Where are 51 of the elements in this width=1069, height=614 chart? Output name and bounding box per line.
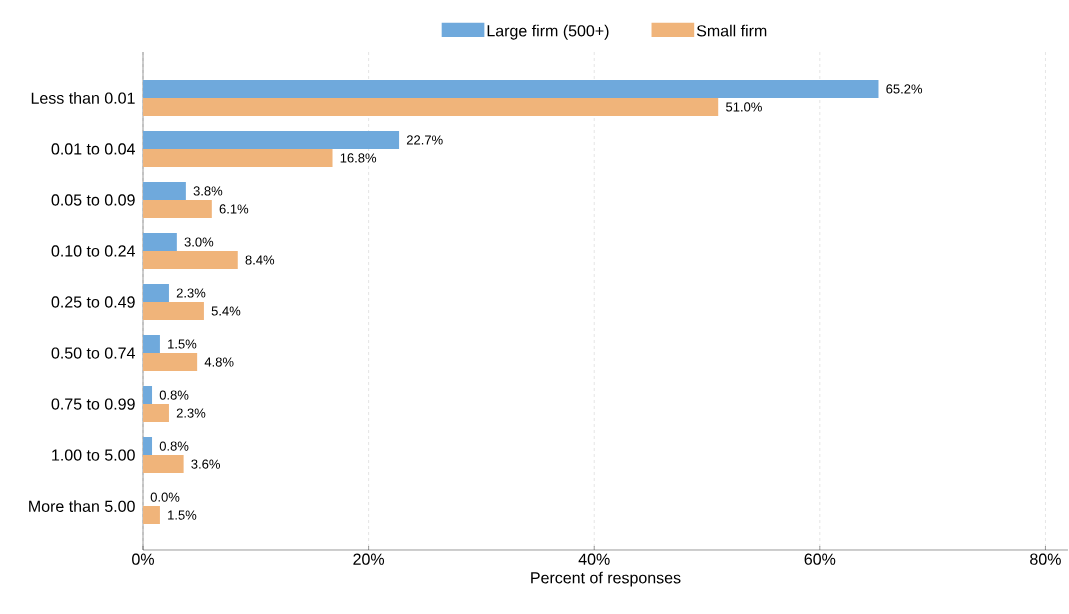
- y-tick-label: 0.50 to 0.74: [51, 347, 135, 359]
- data-label: 1.5%: [168, 339, 197, 349]
- bar: [143, 455, 184, 474]
- bar: [143, 250, 238, 269]
- y-tick-label: 0.25 to 0.49: [51, 296, 135, 308]
- y-tick-label: Less than 0.01: [31, 92, 135, 104]
- bar: [143, 79, 879, 98]
- legend-label: Large firm (500+): [487, 24, 609, 40]
- bar: [143, 199, 212, 218]
- bar: [143, 97, 719, 116]
- bar: [143, 437, 153, 456]
- data-label: 3.6%: [191, 459, 220, 469]
- data-label: 0.8%: [159, 441, 189, 451]
- data-label: 0.0%: [150, 492, 180, 502]
- y-tick-label: 1.00 to 5.00: [52, 449, 135, 461]
- y-tick-label: More than 5.00: [29, 500, 135, 512]
- data-label: 1.5%: [168, 510, 197, 520]
- bar: [143, 302, 204, 321]
- data-label: 3.8%: [193, 186, 223, 196]
- bar: [143, 148, 333, 167]
- x-tick-label: 80%: [1030, 553, 1061, 565]
- x-axis-title: Percent of responses: [531, 571, 681, 587]
- data-label: 8.4%: [245, 255, 275, 265]
- y-tick-label: 0.05 to 0.09: [51, 194, 135, 206]
- bar: [143, 335, 160, 354]
- bar: [143, 130, 400, 149]
- x-tick-label: 0%: [132, 553, 154, 565]
- data-label: 16.8%: [340, 153, 377, 163]
- x-tick-label: 40%: [578, 553, 610, 565]
- y-tick-label: 0.10 to 0.24: [51, 245, 135, 257]
- x-tick-label: 60%: [804, 553, 836, 565]
- data-label: 4.8%: [204, 357, 234, 367]
- data-label: 2.3%: [176, 408, 206, 418]
- bar: [143, 506, 160, 525]
- y-tick-label: 0.75 to 0.99: [51, 398, 135, 410]
- data-label: 0.8%: [159, 390, 189, 400]
- bar: [143, 233, 177, 251]
- data-label: 6.1%: [219, 204, 249, 214]
- legend-label: Small firm: [696, 24, 767, 37]
- data-label: 22.7%: [406, 135, 443, 145]
- bar: [143, 181, 186, 200]
- data-label: 3.0%: [184, 237, 214, 247]
- bar: [143, 284, 169, 303]
- data-label: 51.0%: [726, 102, 762, 112]
- bar: [143, 404, 169, 423]
- data-label: 5.4%: [211, 306, 241, 316]
- x-tick-label: 20%: [353, 553, 385, 565]
- bar: [143, 353, 198, 372]
- data-label: 65.2%: [886, 84, 923, 94]
- data-label: 2.3%: [176, 288, 206, 298]
- y-tick-label: 0.01 to 0.04: [51, 143, 135, 155]
